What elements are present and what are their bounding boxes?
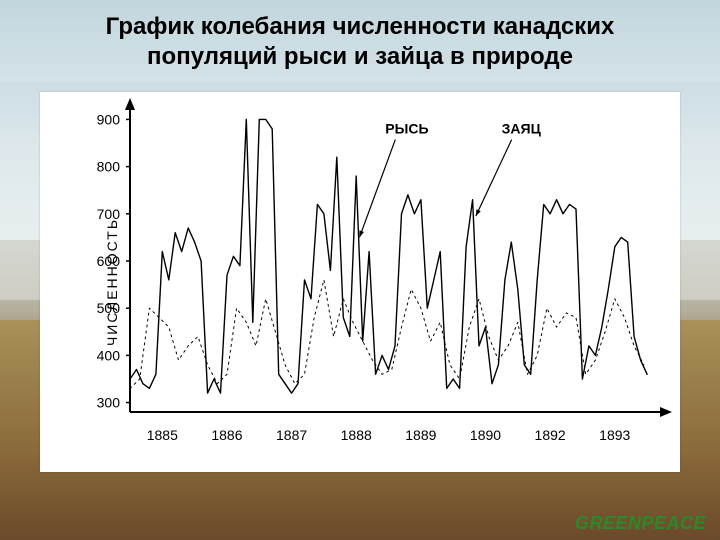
svg-text:РЫСЬ: РЫСЬ xyxy=(385,121,428,137)
svg-text:1892: 1892 xyxy=(535,427,566,443)
svg-text:1889: 1889 xyxy=(405,427,436,443)
svg-text:1890: 1890 xyxy=(470,427,501,443)
slide: График колебания численности канадских п… xyxy=(0,0,720,540)
svg-text:1893: 1893 xyxy=(599,427,630,443)
svg-text:600: 600 xyxy=(97,253,121,269)
svg-text:400: 400 xyxy=(97,347,121,363)
svg-text:900: 900 xyxy=(97,111,121,127)
svg-text:700: 700 xyxy=(97,206,121,222)
population-chart: 300 400 500 600 700 800 900 1885 1886 1887 1888 188… xyxy=(40,92,680,472)
title-line-2: популяций рыси и зайца в природе xyxy=(147,43,573,70)
greenpeace-logo: GREENPEACE xyxy=(575,513,706,534)
svg-text:1885: 1885 xyxy=(147,427,178,443)
svg-text:1886: 1886 xyxy=(211,427,242,443)
svg-text:1887: 1887 xyxy=(276,427,307,443)
title-line-1: График колебания численности канадских xyxy=(106,13,615,40)
svg-text:1888: 1888 xyxy=(341,427,372,443)
chart-panel: ЧИСЛЕННОСТЬ 3004005006007008009001885188… xyxy=(40,92,680,472)
svg-text:ЗАЯЦ: ЗАЯЦ xyxy=(502,121,542,137)
svg-text:300: 300 xyxy=(97,395,121,411)
svg-text:500: 500 xyxy=(97,300,121,316)
slide-title: График колебания численности канадских п… xyxy=(20,12,700,72)
title-band: График колебания численности канадских п… xyxy=(0,0,720,82)
svg-text:800: 800 xyxy=(97,159,121,175)
